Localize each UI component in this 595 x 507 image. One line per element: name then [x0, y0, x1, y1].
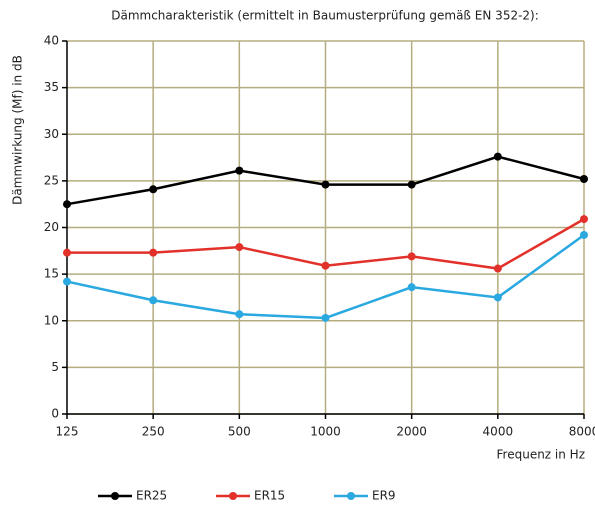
data-point — [580, 175, 588, 184]
y-tick-label: 15 — [44, 267, 59, 281]
x-axis-label: Frequenz in Hz — [497, 448, 585, 462]
x-tick-label: 500 — [228, 425, 251, 439]
chart-title: Dämmcharakteristik (ermittelt in Baumust… — [111, 9, 539, 23]
legend-label: ER9 — [372, 489, 396, 503]
x-tick-label: 8000 — [569, 425, 595, 439]
data-point — [235, 310, 244, 319]
data-point — [149, 248, 158, 257]
data-point — [493, 264, 502, 273]
y-tick-label: 0 — [51, 407, 59, 421]
data-point — [580, 230, 588, 239]
y-tick-label: 5 — [51, 360, 59, 374]
y-tick-label: 20 — [44, 220, 59, 234]
y-tick-label: 30 — [44, 127, 59, 141]
y-tick-label: 25 — [44, 173, 59, 187]
data-point — [63, 248, 71, 257]
legend-label: ER25 — [136, 489, 167, 503]
data-point — [493, 152, 502, 161]
legend-label: ER15 — [254, 489, 285, 503]
data-point — [149, 185, 158, 194]
y-tick-label: 10 — [44, 313, 59, 327]
data-point — [149, 296, 158, 305]
data-point — [63, 200, 71, 209]
data-point — [321, 261, 330, 270]
data-point — [407, 252, 416, 261]
y-axis-label: Dämmwirkung (Mf) in dB — [11, 55, 25, 205]
legend-marker — [229, 492, 237, 500]
data-point — [407, 180, 416, 189]
data-point — [63, 277, 71, 286]
data-point — [321, 313, 330, 322]
data-point — [493, 293, 502, 302]
data-point — [235, 243, 244, 252]
x-tick-label: 125 — [56, 425, 79, 439]
legend-marker — [111, 492, 119, 500]
data-point — [321, 180, 330, 189]
data-point — [580, 215, 588, 224]
y-tick-label: 40 — [44, 34, 59, 48]
x-tick-label: 250 — [142, 425, 165, 439]
x-tick-label: 2000 — [396, 425, 427, 439]
y-tick-label: 35 — [44, 80, 59, 94]
data-point — [407, 283, 416, 292]
data-point — [235, 166, 244, 175]
x-tick-label: 1000 — [310, 425, 341, 439]
x-tick-label: 4000 — [483, 425, 514, 439]
legend-marker — [347, 492, 355, 500]
